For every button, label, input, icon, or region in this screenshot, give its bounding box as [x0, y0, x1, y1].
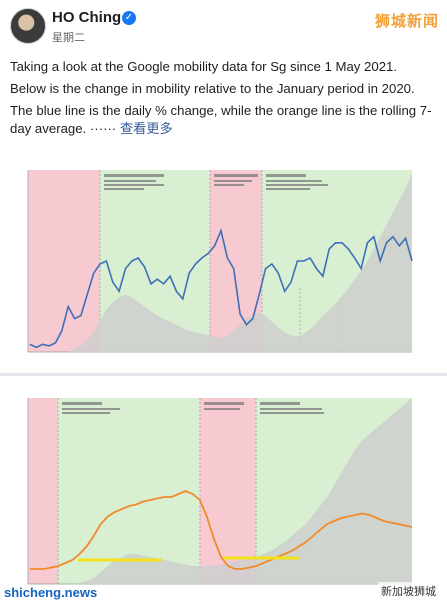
- series-blue-line: [29, 228, 413, 349]
- series-gray-area: [30, 398, 412, 584]
- author-name[interactable]: HO Ching: [52, 9, 122, 26]
- annotation-line: [204, 408, 240, 410]
- annotation-line: [266, 188, 310, 190]
- chart-1-svg: [0, 148, 447, 374]
- avatar[interactable]: [10, 8, 46, 44]
- post-body: Taking a look at the Google mobility dat…: [10, 58, 438, 142]
- annotation-line: [104, 188, 144, 190]
- annotation-line: [62, 408, 120, 410]
- post-paragraph: Below is the change in mobility relative…: [10, 81, 415, 96]
- event-lines: [57, 398, 257, 584]
- post-paragraph: The blue line is the daily % change, whi…: [10, 103, 432, 136]
- series-orange-line: [30, 490, 413, 570]
- annotation-line: [266, 180, 322, 182]
- period-pink-1: [28, 398, 58, 584]
- annotation-line: [104, 184, 164, 186]
- verified-badge-icon: ✓: [122, 11, 136, 25]
- mobility-chart-rolling[interactable]: [0, 376, 447, 606]
- annotation-line: [104, 180, 156, 182]
- see-more-link[interactable]: 查看更多: [119, 121, 173, 136]
- annotation-line: [266, 184, 328, 186]
- series-gray-area: [30, 173, 412, 352]
- annotation-line: [214, 180, 252, 182]
- annotation-line: [62, 412, 110, 414]
- annotation-line: [214, 174, 258, 177]
- period-pink-2: [200, 398, 256, 584]
- post-header: HO Ching ✓ 星期二 狮城新闻: [0, 0, 447, 52]
- watermark-account: 新加坡狮城: [378, 582, 439, 600]
- annotation-blocks: [104, 174, 328, 190]
- post-paragraph: Taking a look at the Google mobility dat…: [10, 59, 398, 74]
- post-date[interactable]: 星期二: [52, 32, 85, 44]
- annotation-line: [260, 402, 300, 405]
- annotation-line: [260, 412, 324, 414]
- post-paragraph-text: The blue line is the daily % change, whi…: [10, 103, 432, 136]
- annotation-line: [214, 184, 244, 186]
- annotation-line: [62, 402, 102, 405]
- watermark-site: shicheng.news: [4, 585, 98, 600]
- annotation-line: [260, 408, 322, 410]
- annotation-line: [104, 174, 164, 177]
- watermark-logo: 狮城新闻: [374, 13, 439, 30]
- chart-2-svg: [0, 376, 447, 606]
- annotation-blocks: [62, 402, 324, 414]
- annotation-line: [266, 174, 306, 177]
- divider: [0, 373, 447, 376]
- annotation-line: [204, 402, 244, 405]
- mobility-chart-daily[interactable]: [0, 148, 447, 374]
